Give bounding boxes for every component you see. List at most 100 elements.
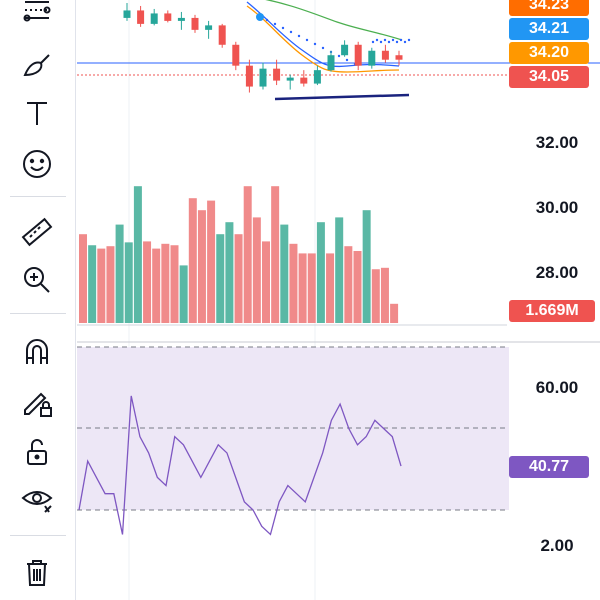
volume-bar [179,265,188,323]
signal-dot [399,38,403,42]
text-icon[interactable] [14,93,60,133]
volume-bar [106,246,115,323]
price-tag-3: 34.20 [509,42,589,64]
volume-tag: 1.669M [509,300,595,322]
volume-bar [97,248,106,323]
volume-bar [188,198,197,323]
volume-bar [161,243,170,323]
unlock-icon[interactable] [14,432,60,472]
signal-dot [387,40,391,44]
gann-tools-icon[interactable] [14,0,60,30]
ruler-icon[interactable] [14,212,60,252]
candle-body [150,13,158,24]
candle-body [313,70,321,84]
volume-bar [280,224,289,323]
volume-bar [353,251,362,323]
signal-dot [371,40,375,44]
signal-dot [395,40,399,44]
volume-bar [335,217,344,323]
signal-dot [345,58,349,62]
candle-body [245,65,253,87]
volume-bar [234,234,243,323]
volume-bar [326,253,335,323]
drawing-toolbar [0,0,76,600]
volume-bar [88,245,97,323]
rsi-layer [78,395,402,536]
candle-body [286,77,294,81]
candle-body [354,44,362,66]
volume-bar [133,186,142,323]
candle-body [177,17,185,21]
volume-bar [252,217,261,323]
ma-line-orange [246,5,400,73]
signal-dot [313,42,317,46]
candle-body [191,17,199,30]
volume-bar [225,222,234,323]
magnet-icon[interactable] [14,332,60,372]
volume-bar [298,253,307,323]
candle-body [123,10,131,18]
candle-body [341,44,349,56]
volume-bar [362,210,371,323]
volume-bar [143,241,152,323]
volume-layer [79,186,399,323]
signal-dot [403,40,407,44]
toolbar-divider [10,196,66,197]
signal-dot [407,38,411,42]
candle-body [137,10,145,24]
eye-hide-icon[interactable] [14,480,60,520]
signal-dot [337,54,341,58]
signal-dot [281,26,285,30]
volume-bar [124,242,133,323]
signal-dot [305,38,309,42]
candle-body [205,25,213,30]
volume-bar [289,243,298,323]
signal-dot [273,22,277,26]
volume-bar [243,186,252,323]
crosshair-marker [256,13,264,21]
candle-body [164,13,172,21]
ma-line-blue [246,1,400,68]
rsi-line [78,395,402,536]
brush-icon[interactable] [14,45,60,85]
ma-line-green [265,0,403,41]
candle-body [300,77,308,84]
signal-dot [383,38,387,42]
volume-bar [207,200,216,323]
trash-icon[interactable] [14,552,60,592]
volume-bar [170,245,179,323]
signal-dot [379,40,383,44]
signal-dot [391,38,395,42]
price-axis-label: 32.00 [535,133,579,152]
trendline[interactable] [274,93,410,101]
volume-bar [115,224,124,323]
moving-averages [246,0,411,73]
signal-dot [297,34,301,38]
volume-bar [344,246,353,323]
candle-body [395,55,403,60]
candle-body [368,50,376,66]
candle-body [327,55,335,71]
volume-bar [371,269,380,323]
candles-layer [123,2,403,93]
candle-body [232,44,240,66]
volume-bar [262,241,270,323]
toolbar-divider [10,313,66,314]
emoji-icon[interactable] [14,144,60,184]
price-tag-1: 34.23 [509,0,589,16]
chart-area[interactable]: 34.23 34.21 34.20 34.05 32.00 30.00 28.0… [77,0,600,600]
volume-bar [197,210,206,323]
candle-body [381,50,389,60]
signal-dot [265,18,269,22]
volume-bar [307,253,316,323]
zoom-in-icon[interactable] [14,260,60,300]
signal-dot [321,46,325,50]
signal-dot [289,30,293,34]
price-tag-2: 34.21 [509,18,589,40]
lock-drawings-icon[interactable] [14,382,60,422]
volume-bar [390,303,399,323]
rsi-axis-label: 2.00 [540,536,574,555]
volume-bar [380,267,389,323]
volume-bar [316,222,325,323]
volume-bar [216,234,225,323]
